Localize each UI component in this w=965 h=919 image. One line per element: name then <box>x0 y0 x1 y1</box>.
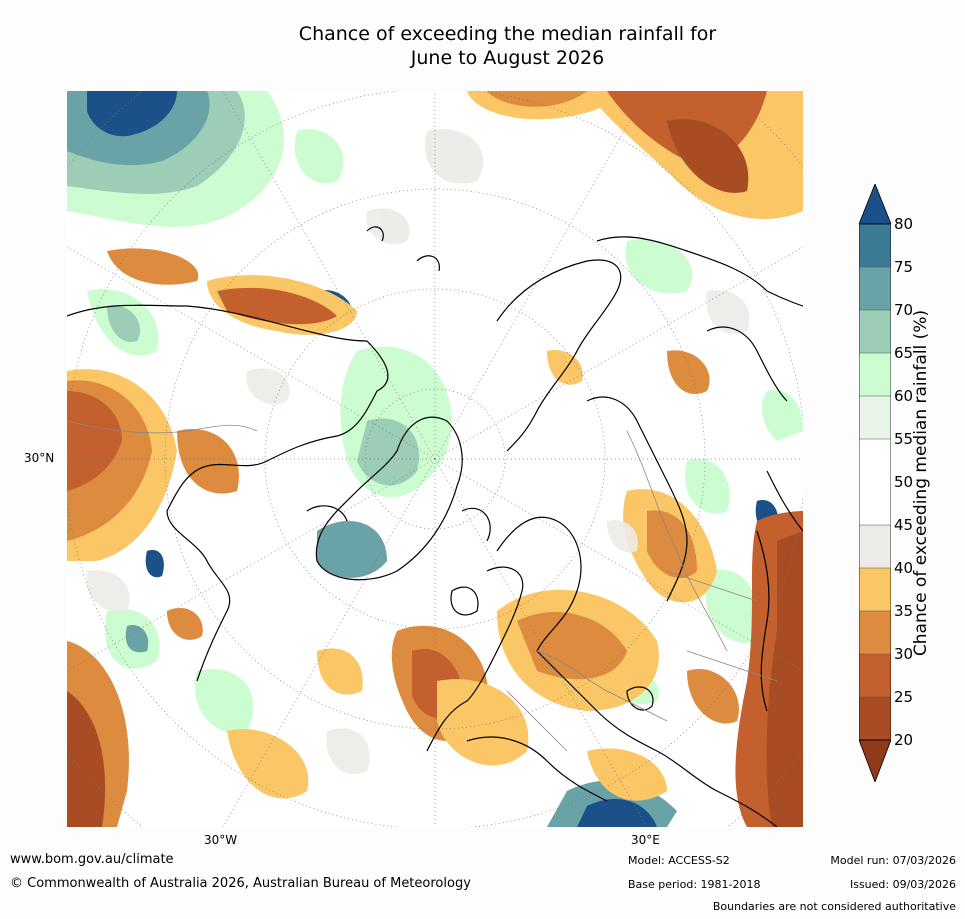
colorbar-bin-35-40 <box>859 568 891 611</box>
colorbar-bin-45-55 <box>859 439 891 525</box>
colorbar-tick-45: 45 <box>894 516 914 534</box>
colorbar-tick-25: 25 <box>894 688 914 706</box>
colorbar-bin-30-35 <box>859 611 891 654</box>
lat-label-30n: 30°N <box>24 451 55 465</box>
colorbar-tick-35: 35 <box>894 602 914 620</box>
lon-label-30e: 30°E <box>631 833 660 847</box>
copyright-text: © Commonwealth of Australia 2026, Austra… <box>10 876 471 891</box>
colorbar-tick-65: 65 <box>894 344 914 362</box>
website-link[interactable]: www.bom.gov.au/climate <box>10 852 174 867</box>
colorbar-extend-above-80 <box>859 184 891 225</box>
base-period-text: Base period: 1981-2018 <box>628 878 761 891</box>
colorbar-bin-75-80 <box>859 224 891 267</box>
country-borders <box>67 420 778 752</box>
colorbar-bin-20-25 <box>859 697 891 740</box>
colorbar-tick-60: 60 <box>894 387 914 405</box>
colorbar-tick-55: 55 <box>894 430 914 448</box>
colorbar-bin-25-30 <box>859 654 891 697</box>
model-run-text: Model run: 07/03/2026 <box>830 854 956 867</box>
chart-title: Chance of exceeding the median rainfall … <box>180 22 835 70</box>
colorbar-bin-55-60 <box>859 396 891 439</box>
colorbar-bin-70-75 <box>859 267 891 310</box>
lon-label-30w: 30°W <box>204 833 238 847</box>
neutral-dry-regions <box>86 129 750 775</box>
colorbar-bin-40-45 <box>859 525 891 568</box>
rainfall-map <box>67 91 803 827</box>
colorbar-label: Chance of exceeding median rainfall (%) <box>911 309 931 657</box>
colorbar-tick-70: 70 <box>894 301 914 319</box>
title-line-1: Chance of exceeding the median rainfall … <box>298 23 717 45</box>
colorbar <box>859 184 891 782</box>
dry-regions <box>67 91 803 827</box>
colorbar-tick-40: 40 <box>894 559 914 577</box>
colorbar-tick-80: 80 <box>894 215 914 233</box>
disclaimer-text: Boundaries are not considered authoritat… <box>712 900 956 913</box>
colorbar-tick-20: 20 <box>894 731 914 749</box>
model-text: Model: ACCESS-S2 <box>628 854 730 867</box>
colorbar-tick-30: 30 <box>894 645 914 663</box>
colorbar-tick-75: 75 <box>894 258 914 276</box>
graticule <box>67 91 803 827</box>
colorbar-tick-50: 50 <box>894 473 914 491</box>
issued-text: Issued: 09/03/2026 <box>849 878 956 891</box>
title-line-2: June to August 2026 <box>410 47 605 69</box>
colorbar-extend-below-20 <box>859 739 891 782</box>
colorbar-bin-60-65 <box>859 353 891 396</box>
colorbar-bin-65-70 <box>859 310 891 353</box>
